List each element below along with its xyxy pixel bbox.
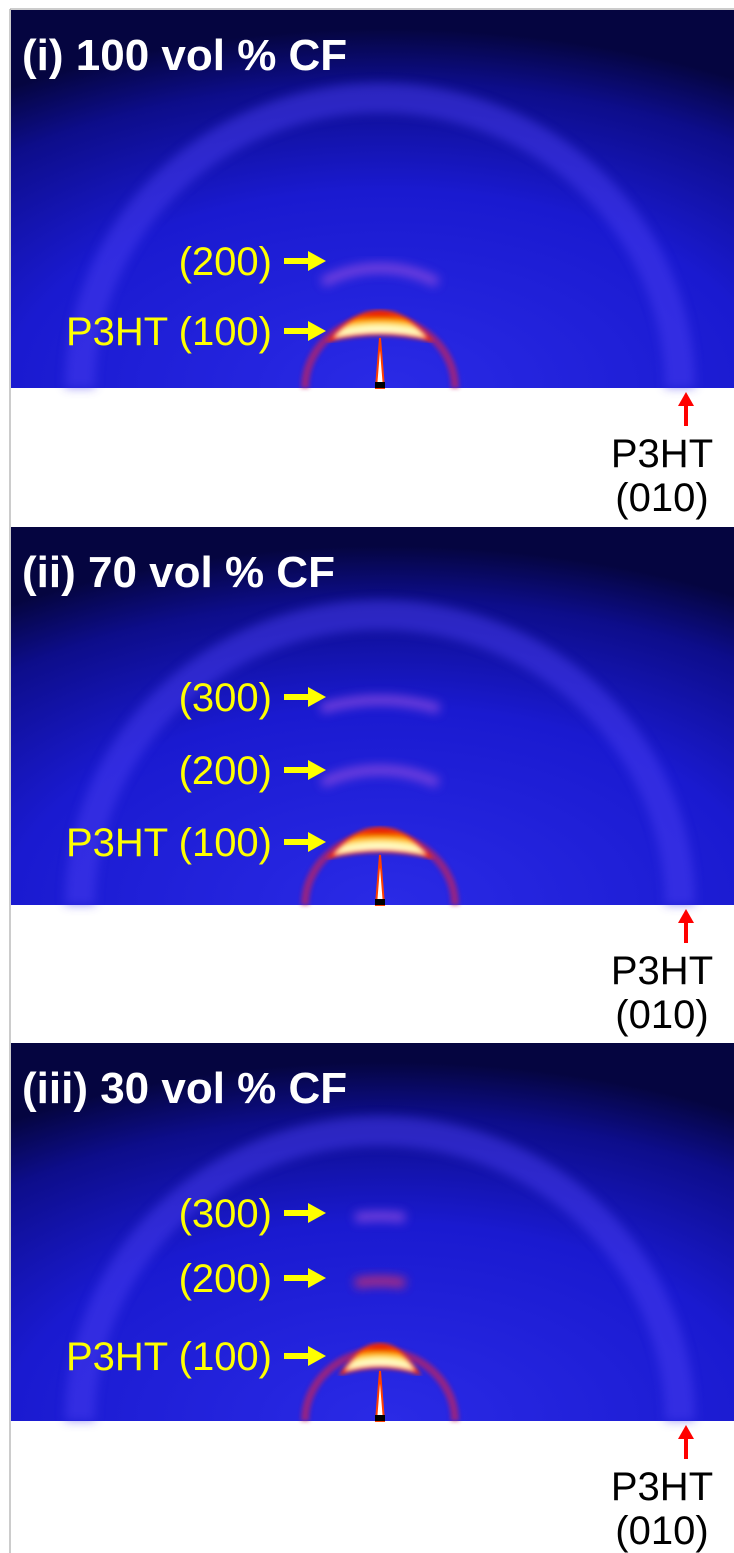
peak-label: (200) bbox=[179, 240, 272, 284]
peak-label: P3HT (100) bbox=[66, 821, 272, 865]
beam-block bbox=[375, 899, 385, 905]
reflection-label: P3HT bbox=[611, 1465, 713, 1509]
reflection-label: P3HT bbox=[611, 432, 713, 476]
reflection-label: (010) bbox=[615, 476, 708, 520]
panel: (i) 100 vol % CF (200) P3HT (100) P3HT(010) bbox=[11, 10, 734, 520]
peak-label: (300) bbox=[179, 676, 272, 720]
beam-block bbox=[375, 1415, 385, 1421]
red-arrow-head bbox=[678, 392, 694, 406]
peak-label: P3HT (100) bbox=[66, 310, 272, 354]
panel: (ii) 70 vol % CF (300) (200) P3HT (100) P3HT… bbox=[11, 527, 734, 1037]
panel-title: (i) 100 vol % CF bbox=[22, 31, 347, 80]
reflection-label: (010) bbox=[615, 1509, 708, 1553]
panel-title: (iii) 30 vol % CF bbox=[22, 1064, 347, 1113]
figure: (i) 100 vol % CF(200)P3HT (100)P3HT(010)… bbox=[0, 0, 734, 1553]
peak-label: P3HT (100) bbox=[66, 1335, 272, 1379]
panel-title: (ii) 70 vol % CF bbox=[22, 548, 335, 597]
beam-block bbox=[375, 382, 385, 388]
red-arrow-head bbox=[678, 909, 694, 923]
reflection-label: P3HT bbox=[611, 949, 713, 993]
reflection-label: (010) bbox=[615, 993, 708, 1037]
peak-label: (200) bbox=[179, 1257, 272, 1301]
peak-label: (300) bbox=[179, 1192, 272, 1236]
peak-label: (200) bbox=[179, 749, 272, 793]
red-arrow-head bbox=[678, 1425, 694, 1439]
panel: (iii) 30 vol % CF (300) (200) P3HT (100) P3H… bbox=[11, 1043, 734, 1553]
